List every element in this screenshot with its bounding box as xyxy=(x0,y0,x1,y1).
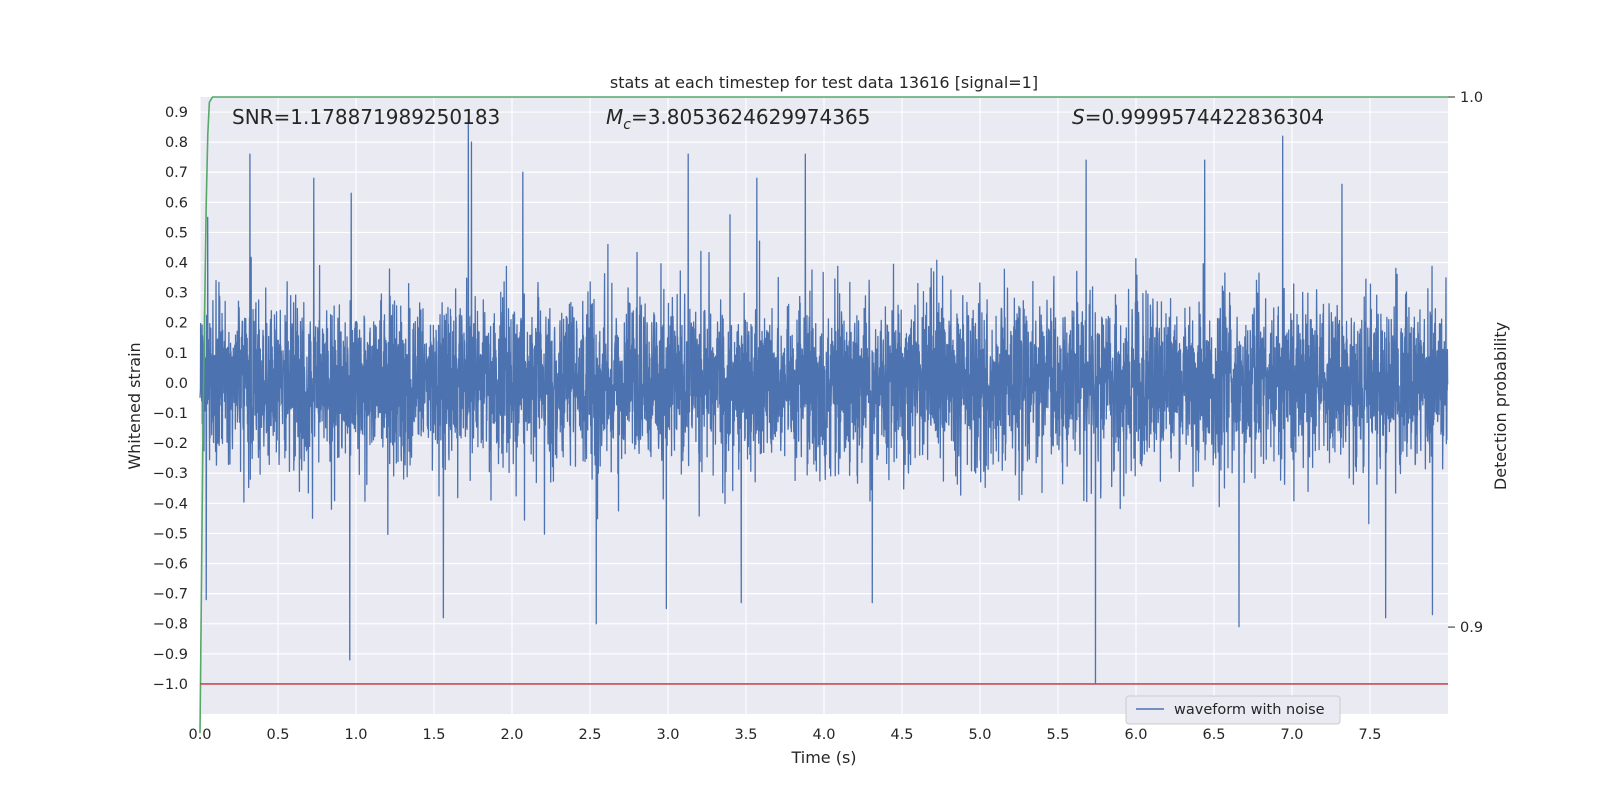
x-tick-label: 5.5 xyxy=(1046,727,1069,743)
x-axis-label: Time (s) xyxy=(790,748,856,767)
x-tick-label: 6.0 xyxy=(1124,727,1147,743)
y2-axis-label: Detection probability xyxy=(1491,322,1510,490)
y-tick-label: −0.6 xyxy=(153,557,188,573)
x-tick-label: 2.0 xyxy=(500,727,523,743)
y-tick-label: −0.9 xyxy=(153,647,188,663)
x-tick-label: 1.5 xyxy=(422,727,445,743)
x-tick-label: 3.5 xyxy=(734,727,757,743)
y-tick-label: −0.3 xyxy=(153,466,188,482)
y-axis-label: Whitened strain xyxy=(125,342,144,469)
x-tick-label: 4.5 xyxy=(890,727,913,743)
probability-line xyxy=(199,96,1448,734)
x-axis-ticks: 0.0 0.5 1.0 1.5 2.0 2.5 3.0 3.5 4.0 4.5 5.0 5.5 6.0 6… xyxy=(188,727,1381,743)
x-tick-label: 4.0 xyxy=(812,727,835,743)
y-tick-label: 0.6 xyxy=(165,195,188,211)
y-tick-label: −0.7 xyxy=(153,587,188,603)
y-tick-label: 0.1 xyxy=(165,346,188,362)
y2-tick-label: 0.9 xyxy=(1460,620,1483,636)
chirp-mass-annotation: Mc=3.8053624629974365 xyxy=(606,105,870,133)
y-tick-label: −0.5 xyxy=(153,526,188,542)
y-tick-label: −0.4 xyxy=(153,496,188,512)
y-tick-label: −0.1 xyxy=(153,406,188,422)
y-tick-label: 0.9 xyxy=(165,105,188,121)
x-tick-label: 5.0 xyxy=(968,727,991,743)
score-symbol: S xyxy=(1072,105,1085,129)
x-tick-label: 2.5 xyxy=(578,727,601,743)
score-annotation: S=0.9999574422836304 xyxy=(1072,105,1324,129)
x-tick-label: 7.0 xyxy=(1280,727,1303,743)
y-tick-label: −1.0 xyxy=(153,677,188,693)
chirp-mass-subscript: c xyxy=(623,117,631,133)
y-tick-label: 0.7 xyxy=(165,165,188,181)
y-tick-label: 0.4 xyxy=(165,256,188,272)
y-tick-label: −0.8 xyxy=(153,617,188,633)
x-tick-label: 0.5 xyxy=(266,727,289,743)
legend-label-waveform: waveform with noise xyxy=(1174,702,1325,718)
probability-series xyxy=(199,96,1448,734)
y2-axis-ticks: 1.0 0.9 xyxy=(1448,90,1483,636)
x-tick-label: 1.0 xyxy=(344,727,367,743)
y-axis-ticks: 0.9 0.8 0.7 0.6 0.5 0.4 0.3 0.2 0.1 0.0 −0.1 −0.2 −0… xyxy=(153,105,188,693)
y-tick-label: 0.5 xyxy=(165,225,188,241)
legend-box xyxy=(1125,695,1341,725)
y-tick-label: 0.8 xyxy=(165,135,188,151)
x-tick-label: 0.0 xyxy=(188,727,211,743)
waveform-series xyxy=(199,117,1449,685)
chirp-mass-symbol: M xyxy=(606,105,623,129)
x-tick-label: 3.0 xyxy=(656,727,679,743)
y-tick-label: 0.3 xyxy=(165,286,188,302)
chart-title: stats at each timestep for test data 136… xyxy=(610,73,1038,92)
snr-annotation: SNR=1.178871989250183 xyxy=(232,105,500,129)
legend: waveform with noise xyxy=(1125,695,1341,725)
score-value: =0.9999574422836304 xyxy=(1085,105,1324,129)
y-tick-label: 0.2 xyxy=(165,316,188,332)
x-tick-label: 6.5 xyxy=(1202,727,1225,743)
y2-tick-label: 1.0 xyxy=(1460,90,1483,106)
y-tick-label: −0.2 xyxy=(153,436,188,452)
x-tick-label: 7.5 xyxy=(1358,727,1381,743)
chirp-mass-value: =3.8053624629974365 xyxy=(631,105,870,129)
waveform-line xyxy=(199,117,1449,685)
y-tick-label: 0.0 xyxy=(165,376,188,392)
